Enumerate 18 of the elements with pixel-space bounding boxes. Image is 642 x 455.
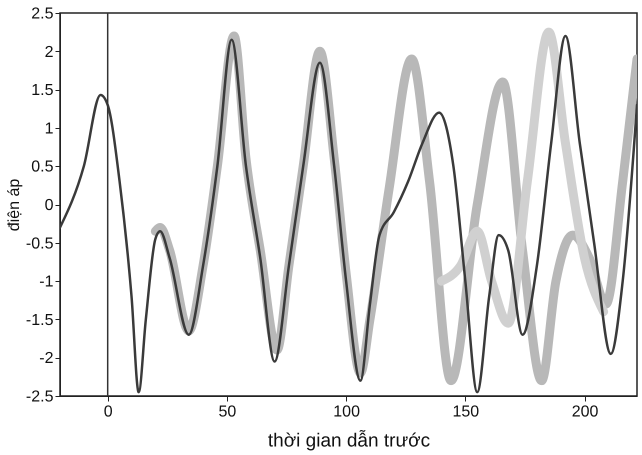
y-tick-label: -1.5 xyxy=(26,312,54,329)
y-tick-label: 2.5 xyxy=(31,6,54,22)
y-tick-label: -2.5 xyxy=(26,388,54,406)
x-axis-title: thời gian dẫn trước xyxy=(268,430,430,452)
x-tick-label: 200 xyxy=(572,404,598,420)
y-tick-label: -0.5 xyxy=(26,235,54,252)
x-tick-label: 0 xyxy=(104,404,113,420)
y-tick-label: 1 xyxy=(44,120,54,138)
y-tick-label: 2 xyxy=(44,44,54,61)
y-axis-title: điện áp xyxy=(6,178,23,232)
y-tick-label: -2 xyxy=(39,350,54,368)
y-tick-label: -1 xyxy=(39,274,54,291)
y-tick-label: 1.5 xyxy=(31,82,54,100)
x-tick-label: 50 xyxy=(218,404,236,420)
y-tick-label: 0 xyxy=(44,197,54,214)
x-tick-label: 100 xyxy=(333,404,360,420)
y-tick-label: 0.5 xyxy=(31,158,54,176)
x-tick-label: 150 xyxy=(452,404,480,420)
